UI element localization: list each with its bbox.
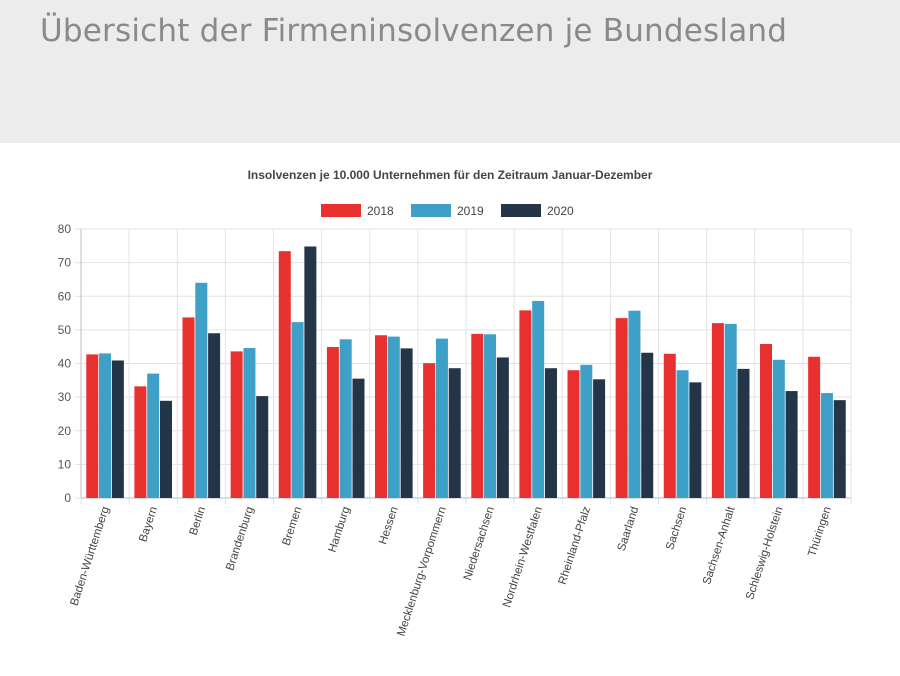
x-category-label-5: Hamburg — [327, 505, 353, 554]
bar-2019-11[interactable] — [628, 310, 641, 498]
bar-2019-8[interactable] — [484, 334, 497, 498]
chart-area: Insolvenzen je 10.000 Unternehmen für de… — [0, 143, 900, 676]
bar-2018-6[interactable] — [375, 335, 388, 498]
bar-2020-9[interactable] — [544, 368, 557, 498]
bar-2020-15[interactable] — [833, 400, 846, 498]
x-category-label-13: Sachsen-Anhalt — [701, 504, 738, 586]
x-category-label-7: Mecklenburg-Vorpommern — [396, 505, 449, 638]
x-category-label-15: Thüringen — [806, 505, 833, 558]
chart-legend[interactable]: 2018 2019 2020 — [321, 204, 574, 218]
bar-2019-4[interactable] — [291, 322, 304, 498]
x-category-label-12: Sachsen — [664, 505, 689, 551]
bar-2020-7[interactable] — [448, 368, 461, 498]
bar-2020-11[interactable] — [641, 352, 654, 498]
chart-title: Insolvenzen je 10.000 Unternehmen für de… — [248, 168, 653, 182]
bar-2019-2[interactable] — [195, 282, 208, 498]
bar-2020-4[interactable] — [304, 246, 317, 498]
bar-2020-5[interactable] — [352, 378, 365, 498]
bar-2019-13[interactable] — [724, 323, 737, 498]
chart-bars — [86, 246, 846, 498]
bar-2018-12[interactable] — [663, 353, 676, 498]
x-category-label-6: Hessen — [377, 505, 400, 546]
bar-2020-12[interactable] — [689, 382, 702, 498]
bar-2020-10[interactable] — [593, 379, 606, 498]
bar-2019-12[interactable] — [676, 370, 689, 498]
x-category-label-9: Nordrhein-Westfalen — [501, 505, 545, 609]
bar-2019-0[interactable] — [99, 353, 112, 498]
bar-2020-13[interactable] — [737, 368, 750, 498]
y-tick-label-60: 60 — [58, 289, 72, 303]
bar-2020-1[interactable] — [159, 400, 172, 498]
bar-2020-3[interactable] — [256, 396, 269, 498]
y-tick-label-30: 30 — [58, 390, 72, 404]
y-tick-label-40: 40 — [58, 357, 72, 371]
legend-swatch-2018[interactable] — [321, 204, 361, 217]
bar-2018-5[interactable] — [326, 347, 339, 498]
bar-2018-1[interactable] — [134, 386, 147, 498]
insolvency-bar-chart: Insolvenzen je 10.000 Unternehmen für de… — [58, 168, 852, 638]
bar-2019-1[interactable] — [147, 373, 160, 498]
legend-label-2018[interactable]: 2018 — [367, 204, 394, 218]
x-category-label-10: Rheinland-Pfalz — [557, 505, 594, 586]
x-category-label-0: Baden-Württemberg — [69, 505, 112, 607]
page-title: Übersicht der Firmeninsolvenzen je Bunde… — [40, 13, 788, 49]
bar-2019-5[interactable] — [339, 339, 352, 498]
bar-2019-14[interactable] — [772, 359, 785, 498]
y-tick-label-20: 20 — [58, 424, 72, 438]
bar-2020-2[interactable] — [208, 333, 221, 498]
x-category-label-14: Schleswig-Holstein — [744, 505, 785, 601]
bar-2018-14[interactable] — [760, 343, 773, 498]
bar-2020-8[interactable] — [496, 357, 509, 498]
legend-label-2019[interactable]: 2019 — [457, 204, 484, 218]
bar-2019-7[interactable] — [435, 338, 448, 498]
x-category-label-2: Berlin — [188, 505, 208, 537]
bar-2019-10[interactable] — [580, 364, 593, 498]
bar-2020-6[interactable] — [400, 348, 413, 498]
legend-swatch-2020[interactable] — [501, 204, 541, 217]
bar-2018-8[interactable] — [471, 333, 484, 498]
page-header: Übersicht der Firmeninsolvenzen je Bunde… — [0, 0, 900, 143]
bar-2018-7[interactable] — [423, 363, 436, 498]
y-tick-label-0: 0 — [64, 491, 71, 505]
x-category-label-4: Bremen — [281, 505, 305, 547]
bar-2019-9[interactable] — [532, 300, 545, 498]
bar-2018-2[interactable] — [182, 317, 195, 498]
bar-2018-9[interactable] — [519, 310, 532, 498]
bar-2018-13[interactable] — [711, 323, 724, 498]
y-tick-label-10: 10 — [58, 457, 72, 471]
bar-2020-0[interactable] — [111, 360, 124, 498]
bar-2018-10[interactable] — [567, 370, 580, 498]
bar-2018-15[interactable] — [808, 356, 821, 498]
x-category-label-3: Brandenburg — [224, 505, 256, 572]
bar-2019-3[interactable] — [243, 348, 256, 498]
bar-2018-0[interactable] — [86, 354, 99, 498]
bar-2018-3[interactable] — [230, 351, 243, 498]
x-category-label-1: Bayern — [137, 505, 160, 543]
y-tick-label-50: 50 — [58, 323, 72, 337]
legend-swatch-2019[interactable] — [411, 204, 451, 217]
x-axis: Baden-Württemberg Bayern Berlin Brandenburg… — [69, 504, 834, 637]
bar-2020-14[interactable] — [785, 391, 798, 498]
bar-2019-15[interactable] — [820, 393, 833, 498]
y-tick-label-70: 70 — [58, 256, 72, 270]
legend-label-2020[interactable]: 2020 — [547, 204, 574, 218]
y-tick-label-80: 80 — [58, 222, 72, 236]
x-category-label-11: Saarland — [616, 505, 642, 553]
x-category-label-8: Niedersachsen — [462, 505, 497, 582]
bar-2019-6[interactable] — [387, 336, 400, 498]
bar-2018-4[interactable] — [278, 251, 291, 498]
bar-2018-11[interactable] — [615, 318, 628, 498]
